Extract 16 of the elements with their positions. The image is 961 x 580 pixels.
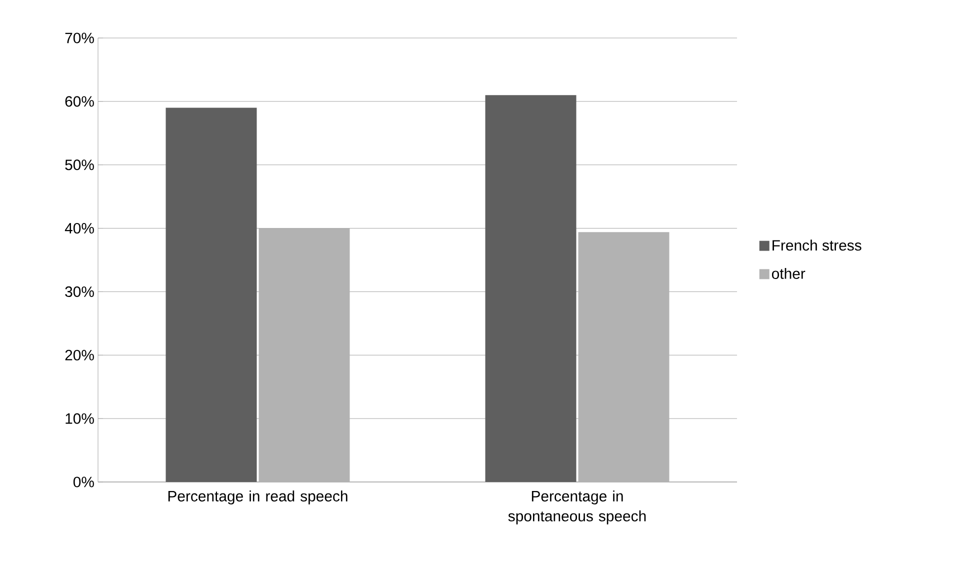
y-tick-label: 20% [65,350,94,360]
bar [166,108,257,482]
y-tick-label: 50% [65,160,94,170]
bar [578,232,670,482]
y-tick-label: 60% [65,96,94,107]
legend-label: French stress [772,240,862,251]
y-tick-label: 40% [64,222,94,234]
bar [258,228,350,482]
y-tick-label: 70% [65,32,94,44]
x-tick-label: Percentage in read speech [168,490,348,504]
legend-label: other [772,268,806,279]
bar [485,95,576,482]
x-tick-label: Percentage in spontaneous speech [508,490,646,524]
y-tick-label: 0% [73,476,94,488]
y-tick-label: 30% [65,286,94,297]
y-tick-label: 10% [66,413,94,424]
